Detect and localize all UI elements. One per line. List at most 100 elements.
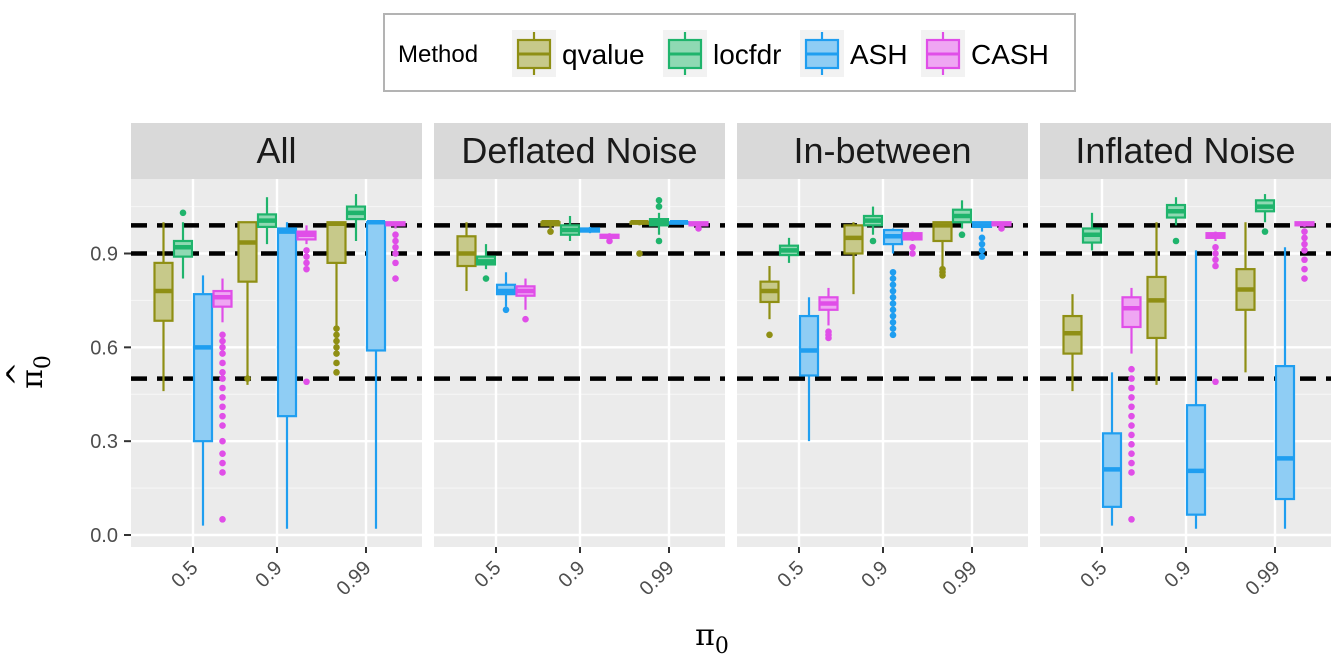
outlier-point	[303, 253, 310, 260]
boxplot-qvalue	[456, 222, 477, 292]
x-tick-label: 0.9	[554, 557, 589, 592]
x-tick-label: 0.99	[938, 557, 981, 600]
outlier-point	[333, 350, 340, 357]
boxplot-ASH	[1101, 372, 1123, 526]
facet-panels: All Deflated Noise In-between Inflated Nois…	[131, 123, 1331, 547]
outlier-point	[219, 375, 226, 382]
boxplot-qvalue	[843, 222, 864, 295]
outlier-point	[219, 384, 226, 392]
boxplot-CASH	[818, 287, 839, 342]
boxplot-ASH	[365, 219, 387, 529]
outlier-point	[939, 272, 946, 279]
outlier-point	[1301, 256, 1308, 264]
boxplot-ASH	[276, 222, 298, 529]
boxplot-qvalue	[1146, 222, 1167, 385]
outlier-point	[1128, 375, 1135, 382]
outlier-point	[1128, 403, 1135, 411]
outlier-point	[392, 250, 399, 257]
boxplot-qvalue	[759, 266, 780, 339]
outlier-point	[219, 350, 226, 357]
outlier-point	[482, 275, 490, 282]
boxplot-locfdr	[172, 209, 194, 279]
boxplot-CASH	[1121, 287, 1142, 523]
boxplot-qvalue	[540, 219, 561, 235]
outlier-point	[219, 394, 226, 401]
facet-strip	[737, 123, 1028, 179]
outlier-point	[392, 231, 399, 239]
outlier-point	[1128, 412, 1135, 420]
outlier-point	[333, 359, 340, 367]
outlier-point	[333, 337, 340, 345]
outlier-point	[303, 265, 310, 273]
legend-label: qvalue	[562, 39, 645, 70]
outlier-point	[1301, 228, 1308, 235]
boxplot-qvalue	[629, 219, 650, 257]
outlier-point	[219, 403, 226, 411]
boxplot-locfdr	[648, 197, 670, 245]
outlier-point	[219, 337, 226, 345]
legend-label: locfdr	[713, 39, 781, 70]
x-tick-label: 0.5	[1076, 557, 1111, 592]
outlier-point	[1128, 365, 1135, 373]
outlier-point	[978, 253, 986, 260]
boxplot-qvalue	[1235, 222, 1256, 373]
legend-label: CASH	[971, 39, 1049, 70]
outlier-point	[392, 243, 399, 251]
box	[1274, 365, 1296, 501]
legend-label: ASH	[850, 39, 908, 70]
x-tick-label: 0.99	[635, 557, 678, 600]
outlier-point	[219, 369, 226, 376]
legend-entry-CASH: CASH	[921, 30, 1049, 77]
box	[1185, 404, 1207, 516]
boxplot-ASH	[579, 226, 601, 234]
y-tick-label: 0.0	[90, 525, 118, 547]
outlier-point	[392, 259, 399, 267]
legend-title: Method	[398, 41, 478, 68]
outlier-point	[978, 240, 986, 248]
legend: Method qvalue locfdr ASH CASH	[383, 13, 1076, 92]
x-tick-label: 0.5	[773, 557, 808, 592]
boxplot-locfdr	[256, 197, 278, 245]
outlier-point	[1301, 240, 1308, 248]
boxplot-ASH	[971, 221, 993, 260]
boxplot-ASH	[882, 228, 904, 339]
facet-strip	[1040, 123, 1331, 179]
boxplot-CASH	[212, 278, 233, 523]
outlier-point	[219, 469, 226, 476]
legend-entry-qvalue: qvalue	[512, 30, 645, 77]
outlier-point	[1128, 394, 1135, 401]
outlier-point	[1301, 275, 1308, 282]
outlier-point	[244, 375, 251, 382]
outlier-point	[889, 275, 897, 282]
outlier-point	[1301, 234, 1308, 242]
boxplot-qvalue	[1062, 294, 1083, 392]
outlier-point	[303, 259, 310, 267]
outlier-point	[1301, 265, 1308, 273]
facet-strip-label: All	[256, 130, 296, 171]
outlier-point	[1128, 450, 1135, 457]
outlier-point	[889, 325, 897, 332]
boxplot-CASH	[385, 221, 406, 282]
boxplot-qvalue	[326, 221, 347, 376]
outlier-point	[1128, 431, 1135, 439]
outlier-point	[889, 281, 897, 289]
y-axis-title: π0 ^	[1, 355, 56, 389]
box	[1146, 275, 1167, 340]
outlier-point	[1261, 228, 1269, 235]
outlier-point	[547, 228, 554, 235]
boxplot-locfdr	[475, 244, 497, 282]
outlier-point	[303, 378, 310, 386]
box	[276, 227, 298, 418]
outlier-point	[889, 306, 897, 314]
facet-strip-label: Deflated Noise	[461, 130, 697, 171]
box	[456, 235, 477, 268]
outlier-point	[502, 306, 510, 314]
outlier-point	[219, 450, 226, 457]
box	[1121, 296, 1142, 329]
outlier-point	[655, 237, 663, 245]
x-tick-label: 0.9	[1160, 557, 1195, 592]
outlier-point	[606, 237, 613, 245]
outlier-point	[636, 250, 643, 257]
outlier-point	[1212, 262, 1219, 270]
outlier-point	[889, 300, 897, 307]
